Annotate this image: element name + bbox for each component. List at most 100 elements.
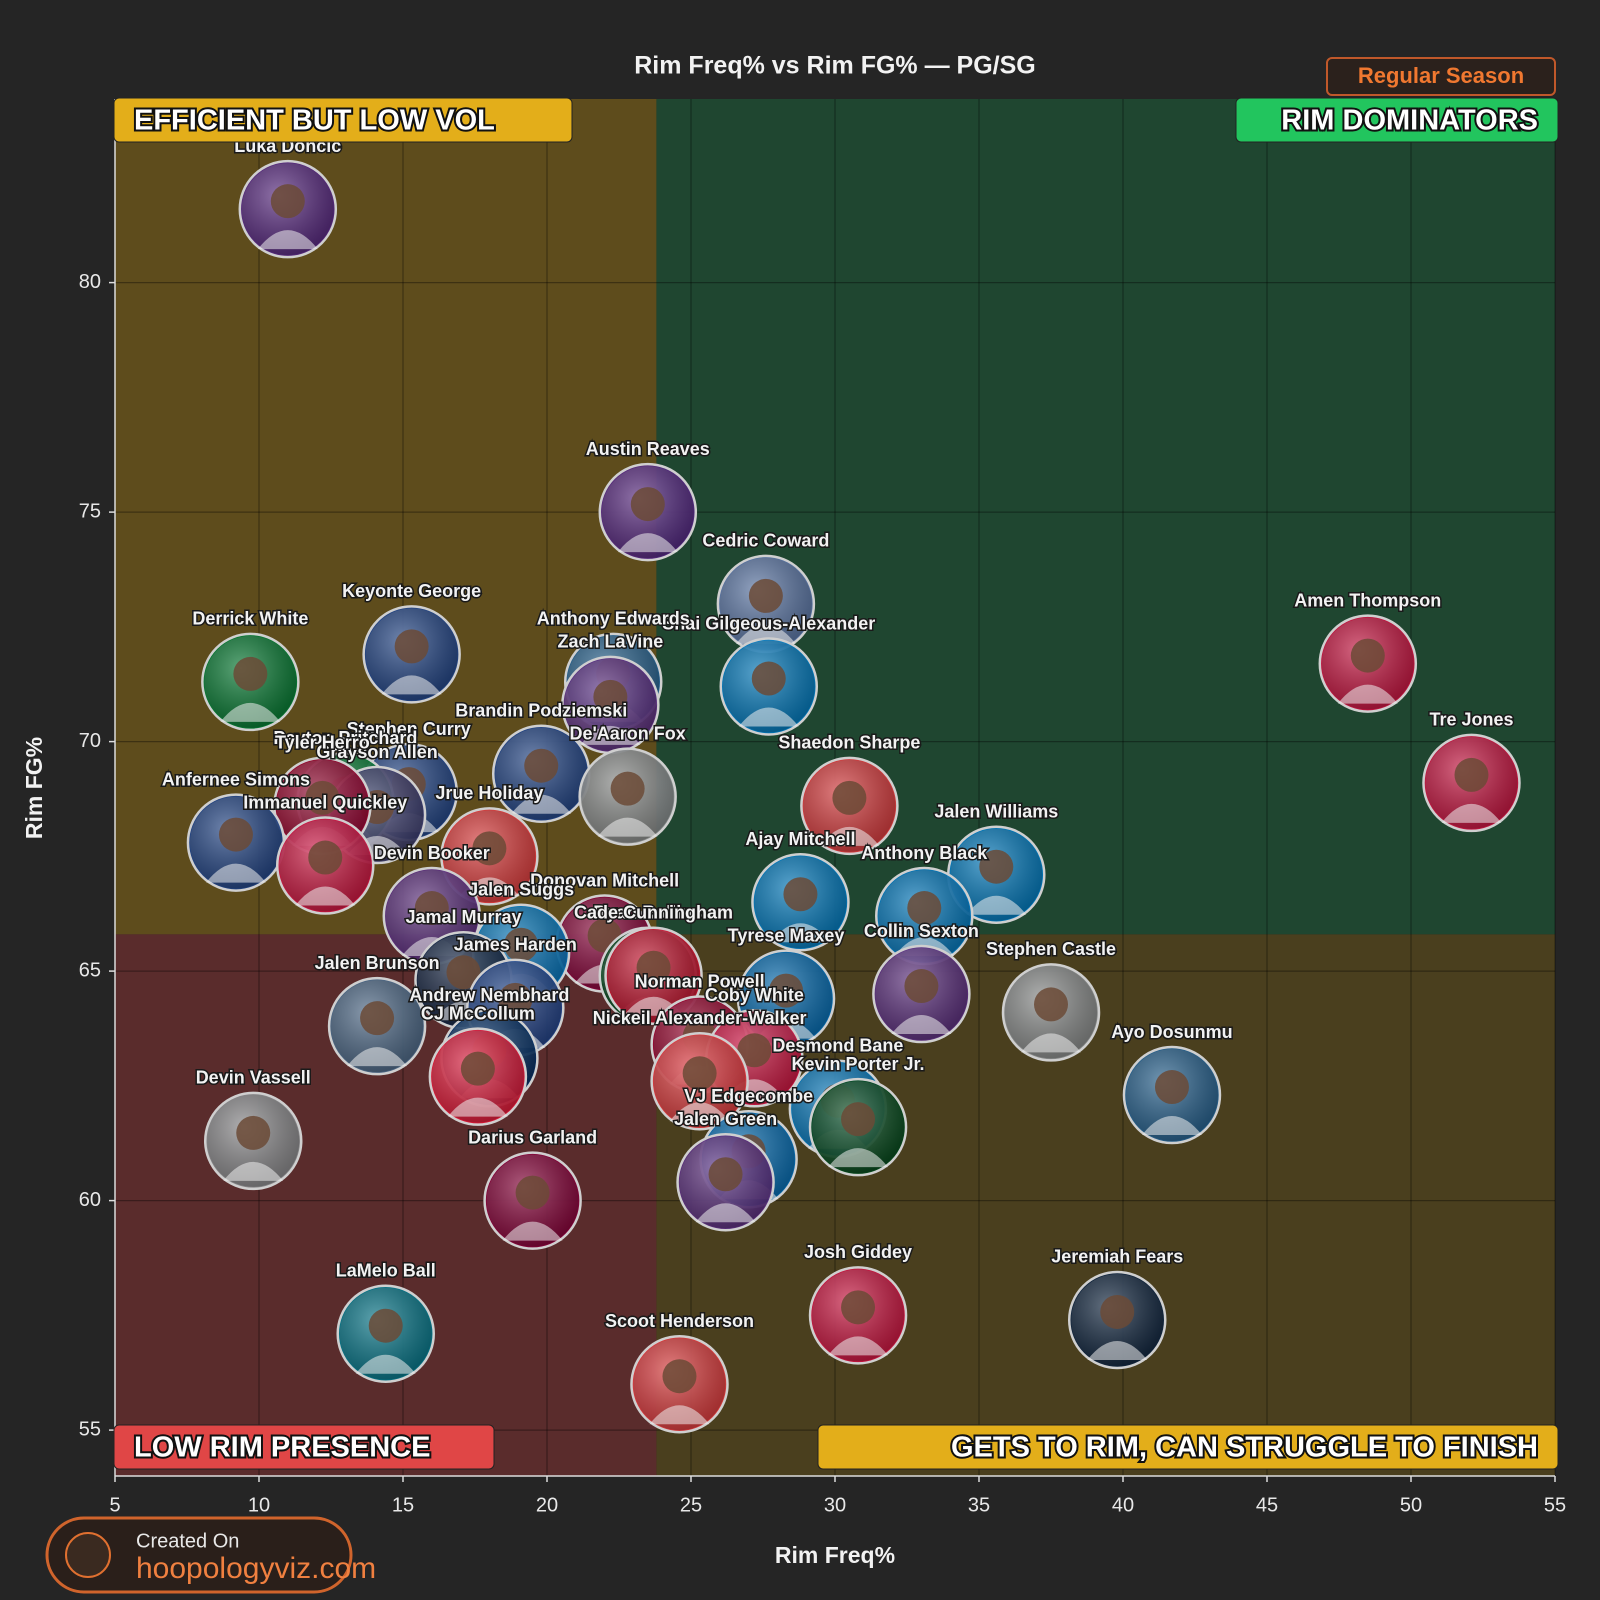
player-body — [355, 1354, 416, 1374]
player-head — [414, 891, 449, 926]
player-body — [966, 895, 1027, 915]
player-label: Cade Cunningham — [574, 902, 733, 922]
player-head — [1154, 1070, 1189, 1105]
player-head — [841, 1102, 876, 1137]
player-head — [394, 629, 429, 664]
player-marker — [676, 1132, 775, 1232]
player-label: Jalen Suggs — [468, 879, 574, 899]
player-marker — [1422, 733, 1521, 833]
player-body — [617, 533, 678, 553]
x-tick-label: 30 — [824, 1494, 846, 1516]
player-marker — [203, 1091, 303, 1191]
player-label: Anthony Edwards — [537, 609, 690, 629]
player-label: Ajay Mitchell — [745, 829, 855, 849]
player-marker — [238, 159, 338, 259]
player-marker — [201, 632, 300, 732]
player-body — [223, 1161, 284, 1181]
watermark-logo — [65, 1532, 111, 1578]
y-tick-label: 55 — [79, 1418, 101, 1440]
player-head — [515, 1175, 550, 1210]
player-body — [1337, 684, 1398, 704]
player-head — [1350, 638, 1385, 673]
player-label: Ryan Rollins — [593, 902, 702, 922]
watermark: Created On hoopologyviz.com — [45, 1516, 376, 1594]
player-body — [295, 886, 356, 906]
player-label: VJ Edgecombe — [684, 1086, 813, 1106]
player-body — [1087, 1340, 1148, 1360]
player-head — [783, 877, 818, 912]
player-head — [737, 1033, 772, 1068]
player-label: Nickeil Alexander-Walker — [593, 1008, 807, 1028]
player-label: Jeremiah Fears — [1051, 1247, 1183, 1267]
player-label: Devin Vassell — [196, 1068, 311, 1088]
player-label: Jamal Murray — [405, 907, 521, 927]
player-label: Keyonte George — [342, 581, 481, 601]
x-tick-label: 45 — [1256, 1494, 1278, 1516]
player-marker — [1122, 1045, 1222, 1145]
player-head — [1034, 987, 1068, 1022]
player-label: Anthony Black — [861, 843, 988, 863]
player-head — [610, 771, 645, 806]
player-head — [751, 661, 786, 696]
player-label: Zach LaVine — [558, 632, 664, 652]
player-label: Darius Garland — [468, 1127, 597, 1147]
player-marker — [561, 655, 660, 755]
player-label: Stephen Curry — [347, 719, 471, 739]
player-marker — [947, 825, 1046, 924]
player-label: LaMelo Ball — [336, 1260, 436, 1280]
player-head — [662, 1359, 697, 1394]
player-body — [819, 826, 880, 846]
player-body — [502, 1221, 563, 1241]
player-head — [841, 1290, 876, 1325]
player-marker — [875, 866, 974, 966]
quadrant-label: RIM DOMINATORS — [1281, 105, 1538, 137]
badge: Regular Season — [1358, 63, 1524, 88]
player-label: Cedric Coward — [702, 531, 829, 551]
player-marker — [604, 926, 703, 1025]
player-marker — [736, 949, 836, 1048]
y-tick-label: 75 — [79, 500, 101, 522]
quadrant-label-box — [113, 1424, 495, 1470]
player-head — [270, 184, 305, 219]
player-marker — [751, 853, 850, 952]
player-marker — [719, 637, 819, 736]
player-body — [1141, 1116, 1202, 1136]
player-label: Jalen Brunson — [315, 953, 440, 973]
player-label: De'Aaron Fox — [569, 723, 685, 743]
chart-title: Rim Freq% vs Rim FG% — PG/SG — [634, 52, 1035, 80]
x-tick-label: 5 — [109, 1494, 120, 1516]
player-body — [828, 1148, 889, 1168]
player-marker — [336, 1284, 435, 1383]
player-marker — [275, 816, 375, 915]
quadrant-label: EFFICIENT BUT LOW VOL — [134, 105, 495, 137]
quadrant-label: LOW RIM PRESENCE — [134, 1432, 430, 1464]
x-tick-label: 10 — [248, 1494, 270, 1516]
player-head — [236, 1115, 271, 1150]
player-body — [511, 794, 572, 814]
player-marker — [362, 605, 461, 704]
player-marker — [186, 793, 286, 892]
player-label: Collin Sexton — [864, 921, 979, 941]
player-label: Amen Thompson — [1294, 590, 1441, 610]
player-label: CJ McCollum — [421, 1003, 535, 1023]
x-tick-label: 55 — [1544, 1494, 1566, 1516]
player-marker — [716, 554, 816, 654]
player-label: Tyrese Maxey — [728, 925, 845, 945]
player-head — [636, 950, 671, 985]
player-body — [347, 1047, 408, 1067]
player-marker — [1001, 963, 1101, 1062]
x-tick-label: 35 — [968, 1494, 990, 1516]
player-head — [904, 969, 939, 1004]
player-label: Jalen Williams — [934, 801, 1058, 821]
quadrant-label: GETS TO RIM, CAN STRUGGLE TO FINISH — [951, 1432, 1538, 1464]
player-head — [708, 1157, 743, 1192]
player-head — [1100, 1294, 1135, 1329]
player-label: Ayo Dosunmu — [1111, 1022, 1232, 1042]
player-marker — [800, 756, 899, 856]
player-head — [368, 1308, 403, 1343]
quadrant-label-box — [113, 97, 573, 143]
player-body — [649, 1405, 710, 1425]
x-tick-label: 50 — [1400, 1494, 1422, 1516]
